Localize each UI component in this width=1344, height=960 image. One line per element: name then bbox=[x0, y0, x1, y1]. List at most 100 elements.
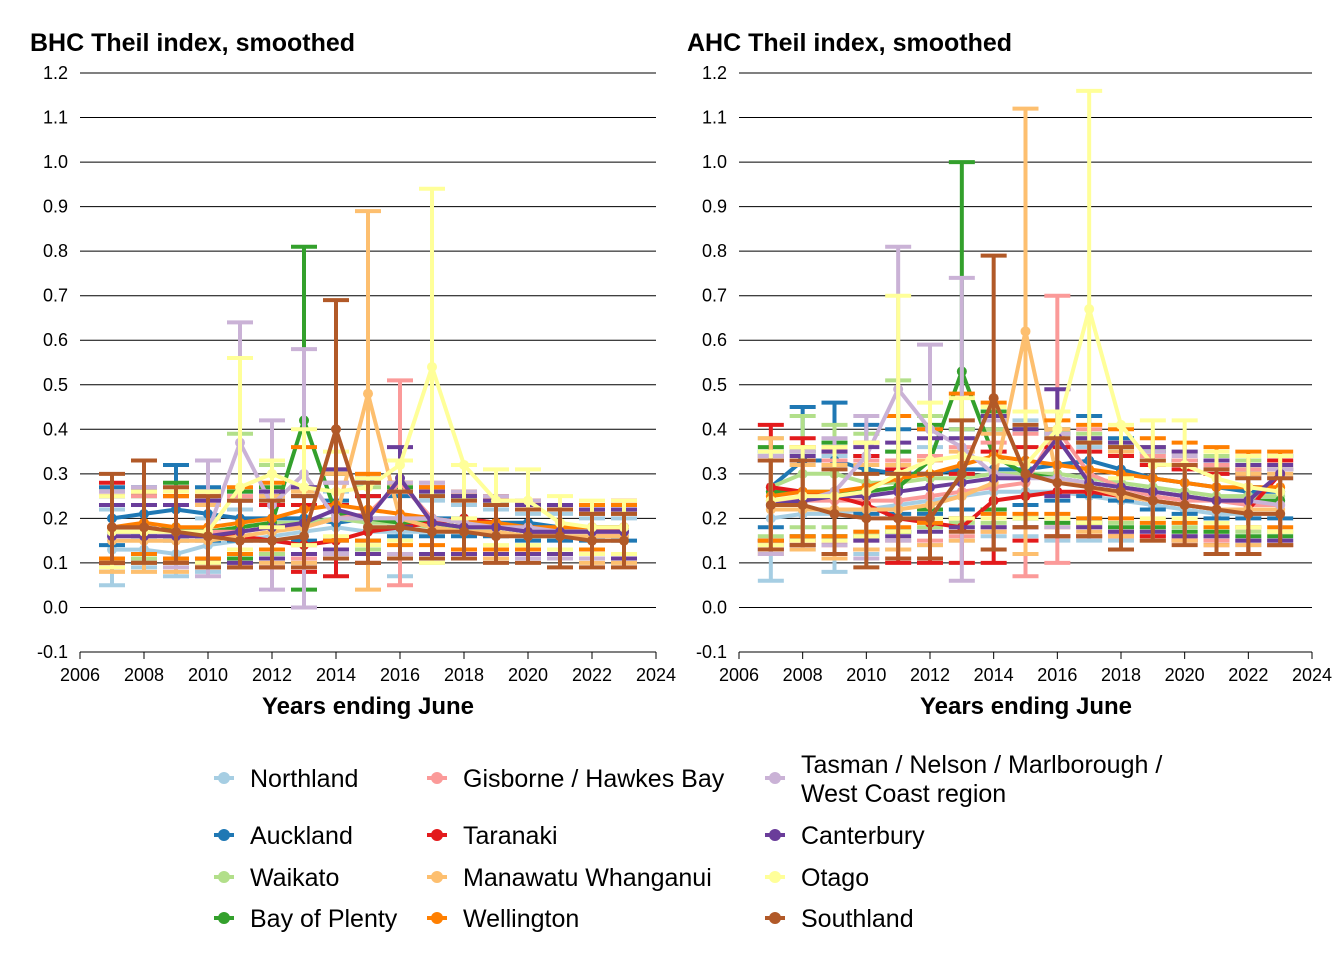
bhc-y-tick-label: 0.0 bbox=[43, 597, 68, 617]
legend-item: Bay of Plenty bbox=[214, 905, 398, 933]
data-point bbox=[555, 531, 565, 542]
ahc-x-tick-label: 2008 bbox=[783, 665, 823, 685]
data-point bbox=[1052, 424, 1063, 435]
ahc-y-tick-label: 0.8 bbox=[702, 241, 727, 261]
legend-swatch-dot bbox=[769, 772, 781, 784]
data-point bbox=[1020, 468, 1031, 479]
data-point bbox=[459, 526, 469, 537]
legend-label: Bay of Plenty bbox=[250, 905, 398, 933]
ahc-y-tick-label: 0.5 bbox=[702, 375, 727, 395]
ahc-y-tick-label: 0.1 bbox=[702, 553, 727, 573]
data-point bbox=[861, 513, 872, 524]
legend-item: Southland bbox=[765, 905, 914, 933]
ahc-y-tick-label: 0.7 bbox=[702, 286, 727, 306]
bhc-y-tick-label: 1.1 bbox=[43, 108, 68, 128]
ahc-y-tick-label: 0.9 bbox=[702, 197, 727, 217]
data-point bbox=[331, 424, 341, 435]
data-point bbox=[363, 388, 373, 399]
data-point bbox=[925, 513, 935, 524]
legend-item: Tasman / Nelson / Marlborough / West Coas… bbox=[765, 751, 1162, 808]
data-point bbox=[299, 482, 309, 493]
ahc-x-tick-label: 2012 bbox=[910, 665, 950, 685]
data-point bbox=[1052, 477, 1063, 488]
data-point bbox=[267, 468, 277, 479]
ahc-x-tick-label: 2016 bbox=[1037, 665, 1077, 685]
data-point bbox=[619, 535, 629, 546]
data-point bbox=[1084, 482, 1095, 493]
data-point bbox=[491, 531, 501, 542]
legend-label: Auckland bbox=[250, 822, 353, 850]
data-point bbox=[956, 468, 967, 479]
ahc-y-tick-label: -0.1 bbox=[696, 642, 727, 662]
legend-swatch-dot bbox=[431, 912, 443, 924]
data-point bbox=[235, 482, 245, 493]
ahc-panel: AHC Theil index, smoothed Years ending J… bbox=[687, 29, 1332, 720]
ahc-x-tick-label: 2020 bbox=[1165, 665, 1205, 685]
bhc-y-tick-label: 1.2 bbox=[43, 63, 68, 83]
bhc-y-tick-label: 0.4 bbox=[43, 419, 68, 439]
data-point bbox=[765, 500, 776, 511]
data-point bbox=[107, 522, 117, 533]
legend-swatch-dot bbox=[218, 871, 230, 883]
data-point bbox=[395, 522, 405, 533]
ahc-x-tick-label: 2006 bbox=[719, 665, 759, 685]
data-point bbox=[427, 361, 437, 372]
legend-item: Auckland bbox=[214, 822, 353, 850]
ahc-y-tick-label: 0.3 bbox=[702, 464, 727, 484]
data-point bbox=[1179, 500, 1190, 511]
data-point bbox=[797, 500, 808, 511]
legend-item: Otago bbox=[765, 864, 869, 892]
data-point bbox=[1211, 504, 1222, 515]
legend-swatch-dot bbox=[431, 772, 443, 784]
ahc-y-tick-label: 1.0 bbox=[702, 152, 727, 172]
ahc-y-tick-label: 0.6 bbox=[702, 330, 727, 350]
data-point bbox=[427, 526, 437, 537]
legend-label: Manawatu Whanganui bbox=[463, 864, 712, 892]
legend-label: Tasman / Nelson / Marlborough / West Coas… bbox=[801, 751, 1162, 808]
legend-label: Southland bbox=[801, 905, 914, 933]
bhc-x-tick-label: 2010 bbox=[188, 665, 228, 685]
legend-item: Northland bbox=[214, 765, 358, 793]
data-point bbox=[139, 522, 149, 533]
legend-swatch-dot bbox=[769, 829, 781, 841]
legend-swatch-dot bbox=[218, 912, 230, 924]
ahc-y-tick-label: 1.2 bbox=[702, 63, 727, 83]
data-point bbox=[459, 459, 469, 470]
bhc-y-tick-label: 0.9 bbox=[43, 197, 68, 217]
legend-item: Taranaki bbox=[427, 822, 558, 850]
legend-swatch-dot bbox=[218, 772, 230, 784]
bhc-y-tick-label: 0.2 bbox=[43, 508, 68, 528]
data-point bbox=[1116, 419, 1126, 430]
ahc-x-tick-label: 2022 bbox=[1228, 665, 1268, 685]
bhc-y-tick-label: 1.0 bbox=[43, 152, 68, 172]
bhc-y-tick-label: 0.1 bbox=[43, 553, 68, 573]
bhc-x-tick-label: 2020 bbox=[508, 665, 548, 685]
ahc-y-tick-label: 0.2 bbox=[702, 508, 727, 528]
bhc-x-tick-label: 2016 bbox=[380, 665, 420, 685]
bhc-x-tick-label: 2022 bbox=[572, 665, 612, 685]
legend-label: Otago bbox=[801, 864, 869, 892]
data-point bbox=[267, 535, 277, 546]
data-point bbox=[523, 495, 533, 506]
data-point bbox=[1243, 508, 1254, 519]
legend-item: Gisborne / Hawkes Bay bbox=[427, 765, 725, 793]
bhc-x-tick-label: 2018 bbox=[444, 665, 484, 685]
ahc-x-tick-label: 2018 bbox=[1101, 665, 1141, 685]
ahc-x-tick-label: 2024 bbox=[1292, 665, 1332, 685]
legend-label: Northland bbox=[250, 765, 358, 793]
bhc-y-tick-label: 0.8 bbox=[43, 241, 68, 261]
data-point bbox=[893, 513, 904, 524]
ahc-y-tick-label: 1.1 bbox=[702, 108, 727, 128]
legend: Northland Auckland Waikato Bay of Plenty Gis… bbox=[214, 751, 1162, 933]
data-point bbox=[1275, 508, 1286, 519]
legend-swatch-dot bbox=[218, 829, 230, 841]
legend-swatch-dot bbox=[431, 829, 443, 841]
data-point bbox=[1084, 304, 1095, 315]
ahc-x-tick-label: 2010 bbox=[846, 665, 886, 685]
data-point bbox=[1147, 495, 1158, 506]
data-point bbox=[988, 393, 999, 404]
bhc-x-tick-label: 2006 bbox=[60, 665, 100, 685]
data-point bbox=[829, 508, 840, 519]
bhc-panel-title: BHC Theil index, smoothed bbox=[30, 29, 355, 57]
